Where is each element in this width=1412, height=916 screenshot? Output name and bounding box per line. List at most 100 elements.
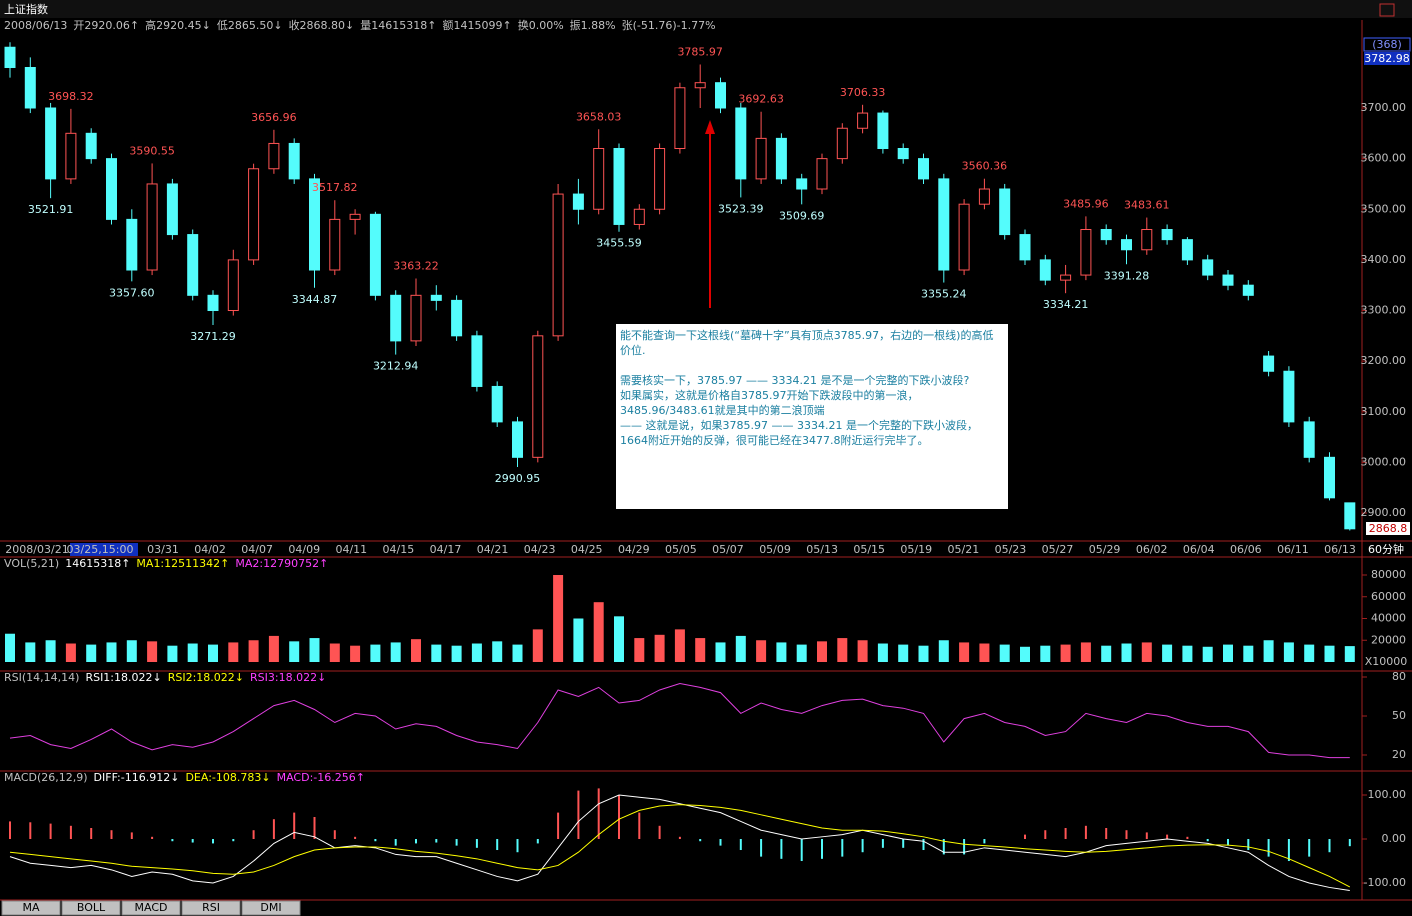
candle-body: [1324, 456, 1335, 499]
volume-bar: [65, 643, 76, 662]
volume-bar: [248, 640, 259, 662]
pivot-label: 3357.60: [109, 286, 155, 299]
candle-body: [24, 67, 36, 109]
tab[interactable]: [121, 900, 181, 916]
date-label: 03/25,15:00: [67, 543, 134, 556]
tab[interactable]: [241, 900, 301, 916]
candle-body: [227, 259, 239, 312]
candle-body: [1039, 259, 1051, 281]
date-label: 05/29: [1089, 543, 1121, 556]
candle-body: [126, 218, 138, 271]
info-item: 低2865.50↓: [217, 19, 283, 32]
last-price-box: [1366, 522, 1410, 535]
volume-bar: [1283, 642, 1294, 662]
candle-body: [532, 335, 544, 458]
volume-bar: [492, 641, 503, 662]
tab[interactable]: [61, 900, 121, 916]
date-label: 04/25: [571, 543, 603, 556]
candle-body: [897, 148, 909, 160]
pane-header: MA2:12790752↑: [235, 557, 328, 570]
candle-body: [836, 127, 848, 160]
date-label: 05/05: [665, 543, 697, 556]
y-tick-label: 3100.00: [1361, 405, 1407, 418]
candle-body: [166, 183, 178, 236]
date-highlight: [70, 543, 138, 556]
tab[interactable]: [1, 900, 61, 916]
tab-label: DMI: [260, 901, 281, 914]
count-box: [1363, 37, 1411, 52]
volume-bar: [431, 644, 442, 662]
volume-bar: [1121, 643, 1132, 662]
volume-bar: [1020, 646, 1030, 662]
pivot-label: 3560.36: [962, 160, 1008, 173]
date-label: 04/07: [241, 543, 273, 556]
pivot-label: 3706.33: [840, 86, 886, 99]
candle-body: [268, 142, 280, 170]
volume-bar: [756, 640, 767, 662]
y-tick-label: 3700.00: [1361, 101, 1407, 114]
candle-body: [471, 335, 483, 387]
date-label: 06/02: [1136, 543, 1168, 556]
annotation-line: 如果属实，这就是价格自3785.97开始下跌波段中的第一浪，3485.96/34…: [620, 389, 919, 417]
candle-body: [796, 178, 808, 190]
y-tick-label: -100.00: [1364, 876, 1406, 889]
pane-header: RSI1:18.022↓: [85, 671, 161, 684]
date-label: 05/27: [1042, 543, 1074, 556]
tab-label: MA: [22, 901, 39, 914]
y-tick-label: 3300.00: [1361, 304, 1407, 317]
y-tick-label: 80: [1392, 670, 1406, 683]
volume-bar: [532, 629, 543, 662]
volume-bar: [5, 633, 15, 662]
volume-bar: [654, 634, 665, 662]
pane-header: VOL(5,21): [4, 557, 59, 570]
info-item: 额1415099↑: [443, 19, 512, 32]
y-tick-label: 2900.00: [1361, 506, 1407, 519]
volume-bar: [1040, 645, 1051, 662]
y-tick-label: 20: [1392, 748, 1406, 761]
y-tick-label: 60000: [1371, 590, 1406, 603]
volume-bar: [1202, 646, 1213, 662]
macd-line: [9, 804, 1351, 888]
arrow-head: [705, 120, 715, 134]
candle-body: [65, 132, 77, 180]
y-tick-label: 100.00: [1368, 788, 1407, 801]
volume-bar: [959, 642, 970, 662]
pivot-label: 3523.39: [718, 202, 764, 215]
volume-bar: [817, 641, 827, 662]
volume-bar: [857, 640, 868, 662]
volume-bar: [593, 602, 604, 662]
date-label: 05/07: [712, 543, 744, 556]
info-item: 开2920.06↑: [73, 19, 139, 32]
volume-bar: [512, 644, 523, 662]
y-tick-label: 40000: [1371, 612, 1406, 625]
volume-bar: [1324, 645, 1335, 662]
volume-bar: [370, 644, 381, 662]
candle-body: [775, 137, 787, 180]
title-bar: [0, 0, 1412, 18]
volume-bar: [187, 643, 198, 662]
volume-bar: [837, 638, 848, 662]
annotation-line: —— 这就是说，如果3785.97 —— 3334.21 是一个完整的下跌小波段…: [620, 419, 978, 447]
macd-line: [9, 794, 1350, 891]
pane-header: MACD:-16.256↑: [277, 771, 365, 784]
date-label: 04/09: [288, 543, 320, 556]
candle-body: [877, 112, 889, 150]
window-button[interactable]: [1379, 3, 1395, 17]
candle-body: [755, 137, 767, 180]
pane-header: DIFF:-116.912↓: [94, 771, 180, 784]
info-item: 高2920.45↓: [145, 18, 211, 32]
tab-label: MACD: [135, 901, 168, 914]
window-title: 上证指数: [4, 2, 48, 16]
candle-body: [1060, 274, 1072, 281]
volume-bar: [1304, 644, 1315, 662]
volume-bar: [918, 645, 929, 662]
y-tick-label: 0.00: [1382, 832, 1407, 845]
tab[interactable]: [181, 900, 241, 916]
volume-bar: [228, 642, 239, 662]
candle-body: [572, 193, 584, 210]
candle-body: [390, 294, 402, 342]
date-label: 05/19: [900, 543, 932, 556]
candle-body: [715, 82, 726, 109]
annotation-question: 能不能查询一下这根线(“墓碑十字”具有顶点3785.97，右边的一根线)的高低价…: [620, 329, 994, 357]
candle-body: [735, 107, 747, 180]
